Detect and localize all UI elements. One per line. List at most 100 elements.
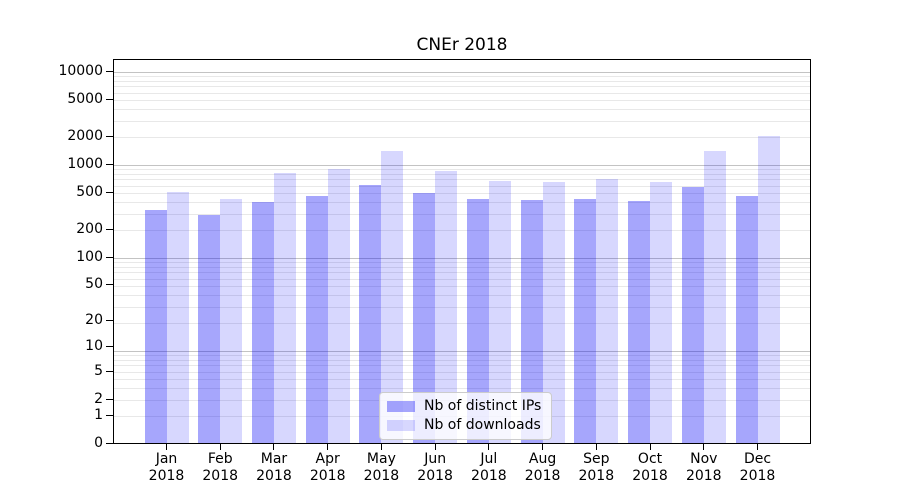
- y-tick-label: 2: [94, 390, 103, 407]
- y-tick-label: 0: [94, 435, 103, 451]
- bar-dec-downloads: [757, 135, 780, 443]
- legend-swatch-distinct-ips: [387, 401, 415, 412]
- y-tick: [106, 163, 113, 165]
- x-tick-label: Oct 2018: [632, 451, 668, 484]
- plot-area: [113, 59, 811, 444]
- y-tick: [106, 135, 113, 137]
- gridline-minor: [114, 76, 810, 78]
- x-tick: [434, 444, 436, 450]
- bar-mar-distinct-ips: [251, 201, 274, 443]
- bar-feb-distinct-ips: [198, 215, 221, 443]
- legend-item-distinct-ips: Nb of distinct IPs: [387, 399, 541, 414]
- y-tick: [106, 398, 113, 400]
- gridline-minor: [114, 169, 810, 171]
- legend-label-downloads: Nb of downloads: [424, 417, 541, 433]
- bar-may-distinct-ips: [359, 184, 382, 443]
- x-tick: [273, 444, 275, 450]
- x-tick-label: Feb 2018: [202, 451, 239, 484]
- gridline-minor: [114, 230, 810, 231]
- bar-nov-downloads: [703, 150, 726, 443]
- gridline-minor: [114, 92, 810, 94]
- bar-sep-downloads: [596, 178, 619, 443]
- y-tick: [106, 70, 113, 72]
- gridline-minor: [114, 99, 810, 101]
- x-tick: [542, 444, 544, 450]
- gridline-minor: [114, 202, 810, 203]
- gridline-minor: [114, 86, 810, 88]
- gridline-major: [114, 165, 810, 166]
- y-tick-label: 500: [76, 183, 103, 200]
- gridline-minor: [114, 365, 810, 367]
- y-tick-label: 100: [76, 248, 103, 265]
- bar-apr-distinct-ips: [305, 196, 328, 443]
- bar-jul-distinct-ips: [466, 198, 489, 443]
- x-tick-label: Aug 2018: [524, 451, 561, 484]
- x-tick: [166, 444, 167, 450]
- gridline-minor: [114, 285, 810, 287]
- gridline-minor: [114, 388, 810, 389]
- gridline-minor: [114, 262, 810, 264]
- legend-label-distinct-ips: Nb of distinct IPs: [424, 398, 542, 414]
- gridline-major: [114, 72, 810, 73]
- x-tick-label: May 2018: [363, 451, 400, 484]
- bar-mar-downloads: [273, 172, 296, 443]
- gridline-minor: [114, 355, 810, 357]
- y-tick-label: 2000: [67, 127, 103, 144]
- y-tick: [106, 191, 113, 193]
- x-tick: [380, 444, 382, 450]
- gridline-minor: [114, 137, 810, 138]
- y-tick-label: 5000: [67, 90, 103, 107]
- y-tick: [106, 346, 113, 348]
- bar-nov-distinct-ips: [681, 187, 704, 443]
- x-tick-label: Jan 2018: [148, 451, 185, 484]
- gridline-minor: [114, 360, 810, 361]
- x-tick: [595, 444, 597, 450]
- x-tick-label: Dec 2018: [739, 451, 776, 484]
- gridline-minor: [114, 185, 810, 187]
- x-tick-label: Apr 2018: [309, 451, 346, 484]
- y-tick-label: 200: [76, 220, 103, 237]
- y-tick: [106, 443, 113, 444]
- legend-swatch-downloads: [387, 420, 415, 431]
- gridline-minor: [114, 192, 810, 194]
- gridline-major: [114, 258, 810, 259]
- y-tick-label: 50: [85, 276, 103, 293]
- x-tick-label: Jul 2018: [471, 451, 507, 484]
- bar-jun-downloads: [435, 171, 458, 443]
- x-tick: [219, 444, 221, 450]
- y-tick: [106, 256, 113, 258]
- y-tick-label: 10: [85, 338, 103, 355]
- y-tick: [106, 320, 113, 322]
- gridline-minor: [114, 109, 810, 110]
- bar-jul-downloads: [488, 180, 511, 443]
- x-tick-label: Nov 2018: [685, 451, 722, 484]
- x-tick-label: Mar 2018: [256, 451, 292, 484]
- x-tick: [703, 444, 705, 450]
- gridline-minor: [114, 306, 810, 308]
- gridline-minor: [114, 120, 810, 122]
- gridline-minor: [114, 278, 810, 280]
- bar-jun-distinct-ips: [413, 192, 436, 443]
- gridline-minor: [114, 371, 810, 373]
- gridline-minor: [114, 272, 810, 274]
- bar-jan-downloads: [166, 191, 189, 443]
- x-tick: [757, 444, 758, 450]
- bar-aug-distinct-ips: [520, 199, 543, 443]
- bar-aug-downloads: [542, 181, 565, 443]
- y-tick-label: 1000: [67, 155, 103, 172]
- bar-feb-downloads: [220, 198, 243, 443]
- x-tick-label: Sep 2018: [578, 451, 615, 484]
- legend-item-downloads: Nb of downloads: [387, 418, 541, 433]
- x-tick: [488, 444, 490, 450]
- x-tick: [649, 444, 651, 450]
- gridline-minor: [114, 378, 810, 380]
- y-tick: [106, 284, 113, 286]
- bar-oct-distinct-ips: [628, 200, 651, 443]
- y-tick: [106, 370, 113, 372]
- gridline-major: [114, 351, 810, 352]
- y-tick-label: 5: [94, 362, 103, 379]
- gridline-minor: [114, 81, 810, 82]
- y-tick: [106, 228, 113, 230]
- x-tick: [327, 444, 329, 450]
